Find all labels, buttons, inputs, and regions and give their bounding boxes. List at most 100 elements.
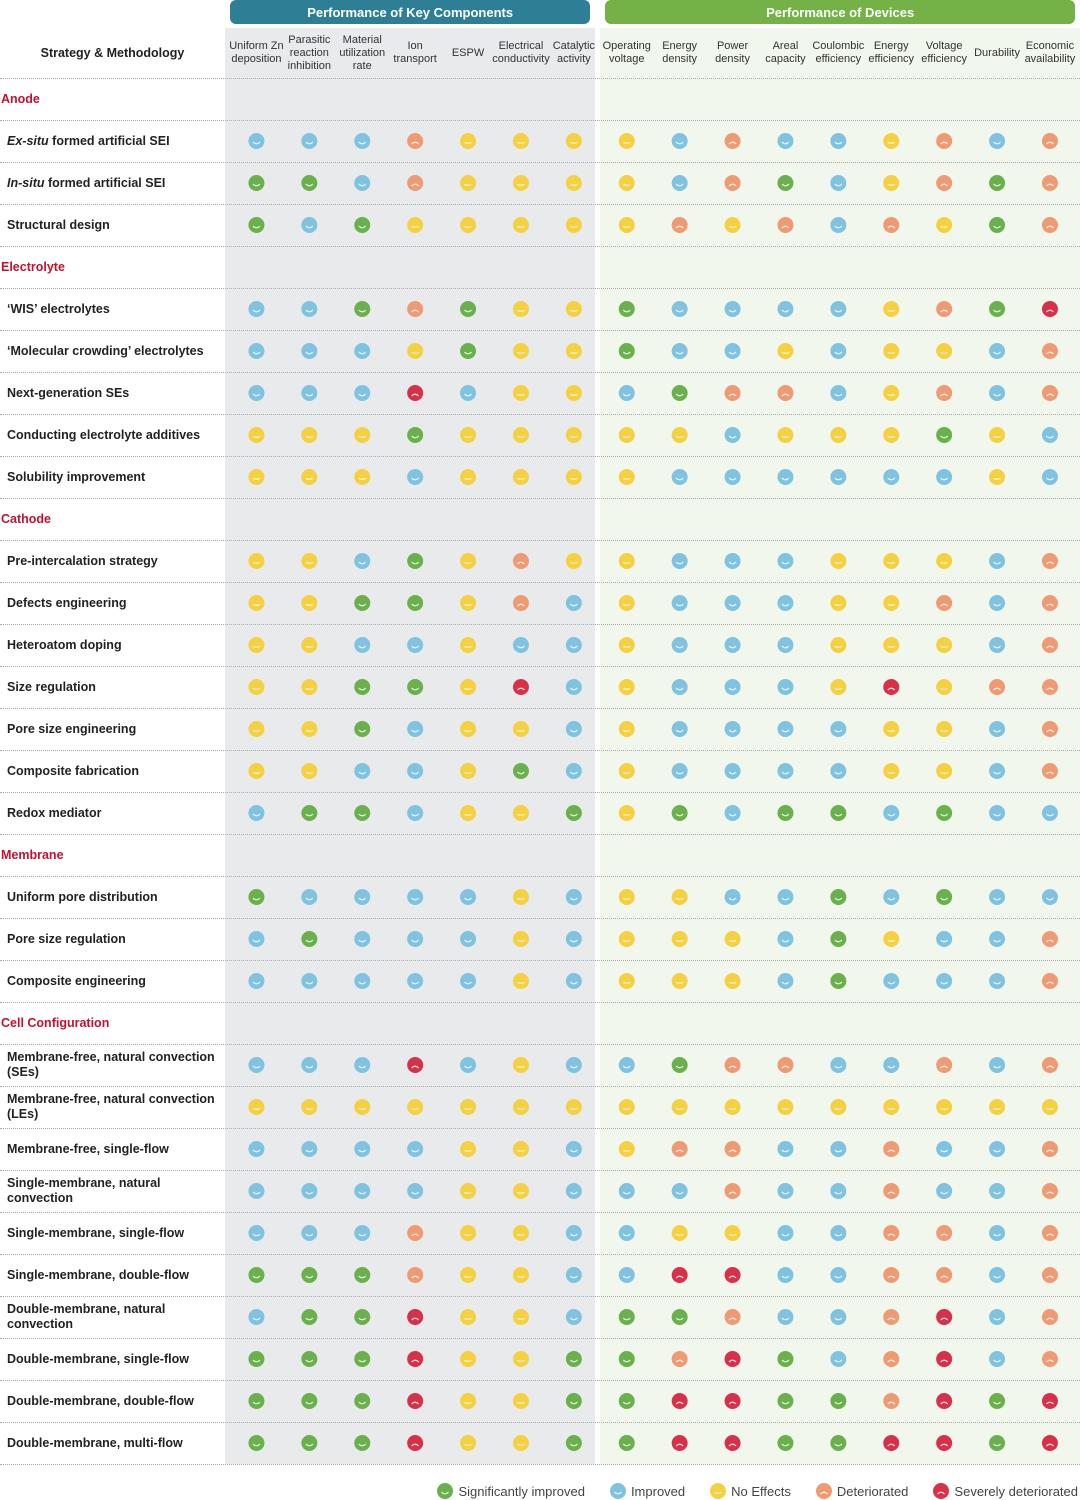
face-mouth bbox=[993, 771, 1001, 775]
face-circle bbox=[460, 595, 477, 611]
rating-face bbox=[671, 889, 688, 905]
legend-swatch bbox=[815, 1483, 832, 1499]
rating-face bbox=[248, 1267, 265, 1283]
face-circle bbox=[1041, 1183, 1058, 1199]
face-mouth bbox=[464, 1401, 472, 1404]
face-circle bbox=[512, 805, 529, 821]
rating-face bbox=[777, 1183, 794, 1199]
rating-face bbox=[512, 385, 529, 401]
face-circle bbox=[618, 133, 635, 149]
row-separator bbox=[0, 330, 1080, 331]
face-circle bbox=[512, 1183, 529, 1199]
row-label-text: Double-membrane, double-flow bbox=[7, 1394, 194, 1409]
face-mouth bbox=[305, 1233, 314, 1237]
face-mouth bbox=[940, 435, 949, 439]
rating-face bbox=[1041, 175, 1058, 191]
face-circle bbox=[407, 1183, 424, 1199]
face-mouth bbox=[781, 771, 790, 775]
face-circle bbox=[777, 763, 794, 779]
face-mouth bbox=[623, 561, 631, 564]
rating-face bbox=[618, 931, 635, 947]
face-mouth bbox=[623, 687, 631, 690]
rating-face bbox=[565, 1351, 582, 1367]
rating-face bbox=[248, 1225, 265, 1241]
rating-face bbox=[248, 343, 265, 359]
face-circle bbox=[777, 1267, 794, 1283]
rating-face bbox=[565, 1141, 582, 1157]
rating-face bbox=[671, 973, 688, 989]
rating-face bbox=[724, 805, 741, 821]
row-label-main: Heteroatom doping bbox=[7, 637, 122, 652]
legend-label: Improved bbox=[630, 1483, 686, 1499]
face-circle bbox=[301, 637, 318, 653]
rating-face bbox=[512, 1225, 529, 1241]
rating-face bbox=[989, 469, 1006, 485]
face-circle bbox=[936, 763, 953, 779]
face-mouth bbox=[411, 1359, 420, 1363]
face-mouth bbox=[517, 1149, 525, 1152]
face-mouth bbox=[358, 1065, 367, 1069]
rating-face bbox=[460, 637, 477, 653]
face-mouth bbox=[887, 1149, 896, 1153]
rating-face bbox=[830, 1099, 847, 1115]
face-circle bbox=[354, 679, 371, 695]
rating-face bbox=[671, 1435, 688, 1451]
face-circle bbox=[512, 1141, 529, 1157]
rating-face bbox=[671, 1057, 688, 1073]
face-circle bbox=[248, 427, 265, 443]
face-mouth bbox=[675, 351, 684, 355]
face-circle bbox=[248, 1309, 265, 1325]
row-label-main: ‘Molecular crowding’ electrolytes bbox=[7, 343, 204, 358]
face-circle bbox=[460, 1435, 477, 1451]
face-mouth bbox=[728, 939, 737, 942]
face-circle bbox=[460, 133, 477, 149]
legend: Significantly improved Improved No Effects… bbox=[412, 1480, 1078, 1500]
face-circle bbox=[989, 637, 1006, 653]
face-circle bbox=[565, 343, 582, 359]
column-header: Coulombic efficiency bbox=[812, 40, 865, 65]
rating-face bbox=[407, 343, 424, 359]
face-mouth bbox=[1046, 1359, 1054, 1363]
face-circle bbox=[777, 1099, 794, 1115]
rating-face bbox=[407, 1351, 424, 1367]
face-mouth bbox=[305, 477, 314, 480]
rating-face bbox=[671, 553, 688, 569]
face-circle bbox=[354, 721, 371, 737]
rating-face bbox=[407, 1309, 424, 1325]
face-mouth bbox=[834, 1317, 843, 1321]
rating-face bbox=[1041, 469, 1058, 485]
rating-face bbox=[1041, 133, 1058, 149]
rating-face bbox=[1041, 889, 1058, 905]
row-label-text: Pore size regulation bbox=[7, 932, 126, 947]
rating-face bbox=[301, 1351, 318, 1367]
rating-face bbox=[354, 1309, 371, 1325]
face-circle bbox=[565, 637, 582, 653]
face-mouth bbox=[569, 813, 578, 817]
face-mouth bbox=[781, 1191, 790, 1195]
face-circle bbox=[460, 1309, 477, 1325]
face-circle bbox=[512, 763, 529, 779]
row-label-text: Double-membrane, natural convection bbox=[7, 1302, 225, 1332]
face-circle bbox=[618, 427, 635, 443]
face-circle bbox=[1041, 721, 1058, 737]
face-circle bbox=[671, 889, 688, 905]
rating-face bbox=[883, 1351, 900, 1367]
rating-face bbox=[460, 973, 477, 989]
rating-face bbox=[301, 1141, 318, 1157]
face-mouth bbox=[940, 1107, 948, 1110]
face-mouth bbox=[464, 1359, 472, 1362]
face-circle bbox=[354, 1057, 371, 1073]
rating-face bbox=[777, 889, 794, 905]
face-mouth bbox=[252, 729, 261, 732]
row-label: Membrane-free, single-flow bbox=[7, 1129, 225, 1169]
face-circle bbox=[883, 721, 900, 737]
rating-face bbox=[460, 889, 477, 905]
face-circle bbox=[248, 637, 265, 653]
face-mouth bbox=[1046, 225, 1054, 229]
face-circle bbox=[565, 1393, 582, 1409]
face-circle bbox=[248, 973, 265, 989]
face-mouth bbox=[834, 939, 843, 943]
rating-face bbox=[407, 1225, 424, 1241]
rating-face bbox=[565, 1267, 582, 1283]
face-mouth bbox=[834, 729, 843, 733]
